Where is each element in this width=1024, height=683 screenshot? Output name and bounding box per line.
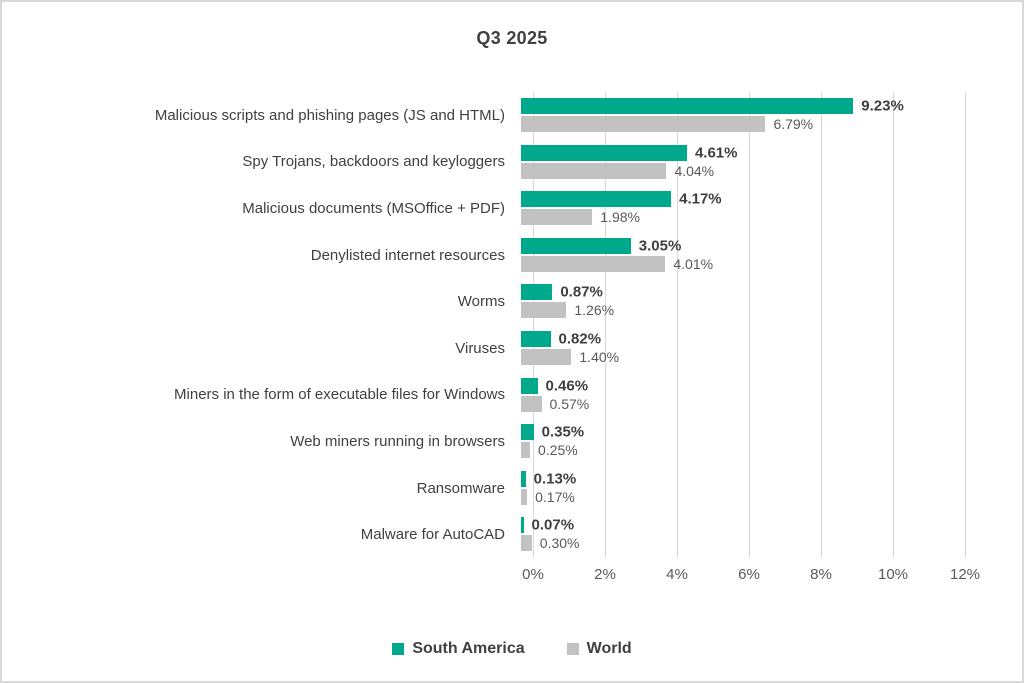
x-tick-label: 6% [738, 566, 760, 583]
bar-world [521, 535, 532, 552]
x-tick-label: 8% [810, 566, 832, 583]
category-label: Malicious documents (MSOffice + PDF) [242, 199, 505, 217]
gridline [893, 92, 894, 558]
value-label-world: 0.25% [538, 442, 578, 459]
bars-cell: 4.61% 4.04% [521, 139, 953, 186]
value-label-world: 6.79% [773, 116, 814, 132]
x-tick-label: 0% [522, 566, 544, 583]
value-label-world: 0.57% [549, 395, 590, 412]
gridline [533, 92, 534, 558]
category-label: Malware for AutoCAD [360, 526, 505, 544]
category-label: Worms [457, 293, 505, 311]
bars-cell: 0.87% 1.26% [521, 278, 953, 325]
chart-row: Worms 0.87% 1.26% [2, 278, 1022, 325]
value-label-world: 1.40% [579, 348, 620, 365]
bar-world [521, 488, 528, 505]
bars-cell: 0.46% 0.57% [521, 372, 953, 419]
value-label-world: 1.26% [574, 302, 615, 319]
bar-chart: Malicious scripts and phishing pages (JS… [2, 92, 1022, 558]
x-tick-label: 12% [949, 566, 981, 583]
value-label-south-america: 0.13% [533, 470, 577, 488]
gridline [604, 92, 606, 558]
bar-south-america [521, 330, 551, 347]
category-label: Ransomware [416, 479, 505, 497]
bar-south-america [521, 237, 631, 254]
value-label-world: 0.30% [539, 535, 580, 552]
bar-south-america [521, 517, 524, 534]
x-tick-label: 4% [666, 566, 688, 583]
value-label-south-america: 3.05% [638, 237, 682, 255]
bar-world [521, 255, 666, 272]
legend-item-world: World [566, 640, 632, 658]
category-label: Denylisted internet resources [310, 246, 505, 264]
bars-cell: 9.23% 6.79% [521, 92, 953, 139]
value-label-world: 4.01% [673, 255, 714, 272]
value-label-south-america: 0.46% [545, 377, 589, 395]
value-label-world: 1.98% [600, 209, 640, 226]
chart-row: Web miners running in browsers 0.35% 0.25% [2, 418, 1022, 465]
legend-swatch [566, 643, 579, 655]
bar-world [521, 348, 572, 365]
legend-label: South America [412, 640, 525, 657]
gridline [749, 92, 750, 558]
chart-title: Q3 2025 [476, 28, 548, 48]
bar-south-america [521, 284, 553, 301]
gridline [965, 92, 966, 558]
bar-south-america [521, 470, 526, 487]
value-label-south-america: 4.61% [694, 144, 738, 162]
bar-south-america [521, 424, 534, 441]
bars-cell: 0.35% 0.25% [521, 418, 953, 465]
chart-row: Viruses 0.82% 1.40% [2, 325, 1022, 372]
legend: South America World [2, 640, 1022, 658]
x-tick-label: 2% [594, 566, 616, 583]
bar-world [521, 162, 667, 179]
bars-cell: 0.07% 0.30% [521, 511, 953, 558]
category-label: Viruses [455, 339, 505, 357]
chart-row: Miners in the form of executable files f… [2, 372, 1022, 419]
bar-world [521, 302, 567, 319]
bar-south-america [521, 98, 854, 114]
bars-cell: 3.05% 4.01% [521, 232, 953, 279]
chart-row: Ransomware 0.13% 0.17% [2, 465, 1022, 512]
bar-world [521, 395, 542, 412]
value-label-south-america: 0.35% [541, 423, 585, 441]
value-label-world: 4.04% [674, 162, 715, 179]
chart-row: Malicious scripts and phishing pages (JS… [2, 92, 1022, 139]
gridline-layer [533, 92, 966, 558]
value-label-south-america: 4.17% [679, 190, 722, 208]
legend-item-south-america: South America [392, 640, 525, 658]
bar-south-america [521, 191, 672, 208]
value-label-south-america: 9.23% [861, 97, 904, 115]
category-label: Web miners running in browsers [290, 432, 505, 450]
x-axis: 0% 2% 4% 6% 8% 10% 12% [522, 566, 980, 586]
category-label: Miners in the form of executable files f… [174, 386, 505, 404]
bars-cell: 0.13% 0.17% [521, 465, 953, 512]
chart-row: Malware for AutoCAD 0.07% 0.30% [2, 511, 1022, 558]
legend-label: World [586, 640, 632, 657]
bar-south-america [521, 377, 538, 394]
gridline [676, 92, 678, 558]
chart-row: Spy Trojans, backdoors and keyloggers 4.6… [2, 139, 1022, 186]
legend-swatch [392, 643, 405, 655]
bar-world [521, 116, 766, 132]
bars-cell: 4.17% 1.98% [521, 185, 953, 232]
bar-south-america [521, 144, 687, 161]
chart-row: Denylisted internet resources 3.05% 4.01% [2, 232, 1022, 279]
chart-row: Malicious documents (MSOffice + PDF) 4.17… [2, 185, 1022, 232]
category-label: Spy Trojans, backdoors and keyloggers [242, 153, 505, 171]
value-label-south-america: 0.87% [560, 283, 603, 301]
value-label-world: 0.17% [535, 488, 575, 505]
x-tick-label: 10% [877, 566, 909, 583]
value-label-south-america: 0.07% [531, 516, 575, 534]
bar-world [521, 442, 530, 459]
bars-cell: 0.82% 1.40% [521, 325, 953, 372]
bar-world [521, 209, 593, 226]
gridline [820, 92, 822, 558]
value-label-south-america: 0.82% [558, 330, 602, 348]
category-label: Malicious scripts and phishing pages (JS… [154, 106, 505, 124]
